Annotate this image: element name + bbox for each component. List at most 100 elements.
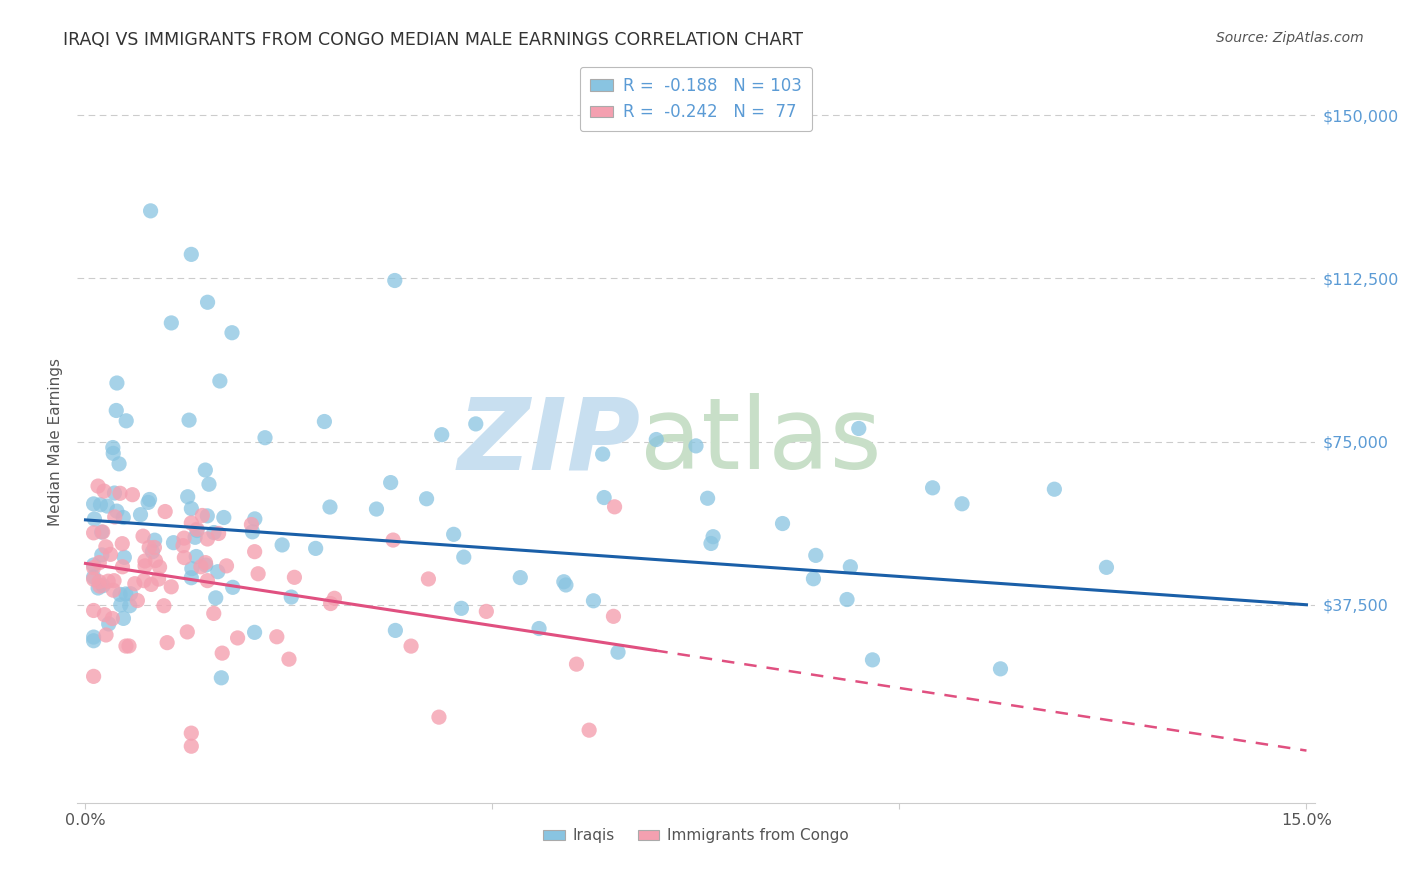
- Point: [582, 594, 605, 608]
- Point: [384, 273, 406, 287]
- Point: [83, 525, 105, 540]
- Point: [685, 439, 707, 453]
- Point: [112, 510, 135, 524]
- Point: [696, 491, 718, 506]
- Point: [848, 421, 870, 435]
- Y-axis label: Median Male Earnings: Median Male Earnings: [48, 358, 63, 525]
- Point: [129, 508, 152, 522]
- Point: [108, 486, 131, 500]
- Point: [141, 577, 163, 591]
- Point: [112, 550, 135, 565]
- Point: [204, 591, 226, 605]
- Point: [990, 662, 1012, 676]
- Point: [115, 414, 138, 428]
- Point: [243, 625, 266, 640]
- Point: [384, 624, 406, 638]
- Point: [283, 570, 305, 584]
- Point: [578, 723, 600, 738]
- Point: [602, 609, 624, 624]
- Point: [186, 549, 208, 564]
- Point: [509, 571, 531, 585]
- Point: [138, 541, 160, 555]
- Point: [103, 583, 125, 598]
- Point: [83, 512, 105, 526]
- Point: [156, 635, 179, 649]
- Point: [143, 541, 166, 555]
- Point: [87, 479, 110, 493]
- Point: [645, 433, 668, 447]
- Point: [162, 535, 184, 549]
- Point: [366, 502, 388, 516]
- Point: [94, 628, 117, 642]
- Point: [83, 633, 105, 648]
- Point: [132, 529, 155, 543]
- Point: [105, 376, 128, 390]
- Point: [103, 574, 125, 588]
- Point: [91, 524, 114, 539]
- Point: [97, 616, 120, 631]
- Point: [226, 631, 249, 645]
- Point: [101, 611, 124, 625]
- Point: [83, 558, 105, 572]
- Point: [160, 316, 183, 330]
- Point: [702, 530, 724, 544]
- Point: [418, 572, 440, 586]
- Point: [197, 574, 219, 588]
- Point: [592, 447, 614, 461]
- Point: [83, 570, 105, 584]
- Point: [266, 630, 288, 644]
- Point: [148, 572, 170, 586]
- Point: [148, 560, 170, 574]
- Point: [804, 549, 827, 563]
- Point: [138, 492, 160, 507]
- Point: [607, 645, 630, 659]
- Point: [108, 457, 131, 471]
- Point: [103, 486, 125, 500]
- Point: [207, 565, 229, 579]
- Point: [323, 591, 346, 606]
- Point: [180, 501, 202, 516]
- Point: [222, 580, 245, 594]
- Point: [173, 531, 195, 545]
- Point: [803, 572, 825, 586]
- Point: [176, 490, 198, 504]
- Point: [194, 556, 217, 570]
- Point: [141, 544, 163, 558]
- Point: [112, 611, 135, 625]
- Point: [121, 488, 143, 502]
- Point: [243, 544, 266, 558]
- Point: [104, 509, 127, 524]
- Point: [105, 403, 128, 417]
- Point: [862, 653, 884, 667]
- Point: [115, 639, 138, 653]
- Point: [772, 516, 794, 531]
- Point: [593, 491, 616, 505]
- Point: [83, 630, 105, 644]
- Point: [94, 540, 117, 554]
- Point: [160, 580, 183, 594]
- Point: [453, 550, 475, 565]
- Point: [101, 441, 124, 455]
- Point: [111, 559, 134, 574]
- Point: [114, 587, 136, 601]
- Point: [475, 604, 498, 618]
- Point: [197, 295, 219, 310]
- Point: [186, 524, 208, 538]
- Point: [314, 415, 336, 429]
- Point: [215, 558, 238, 573]
- Point: [93, 607, 115, 622]
- Point: [415, 491, 437, 506]
- Point: [100, 547, 122, 561]
- Text: Source: ZipAtlas.com: Source: ZipAtlas.com: [1216, 31, 1364, 45]
- Point: [271, 538, 294, 552]
- Point: [108, 587, 131, 601]
- Point: [1095, 560, 1118, 574]
- Point: [194, 463, 217, 477]
- Point: [202, 607, 225, 621]
- Point: [180, 726, 202, 740]
- Point: [464, 417, 486, 431]
- Point: [89, 556, 111, 570]
- Legend: Iraqis, Immigrants from Congo: Iraqis, Immigrants from Congo: [537, 822, 855, 849]
- Point: [553, 574, 575, 589]
- Point: [1043, 482, 1066, 496]
